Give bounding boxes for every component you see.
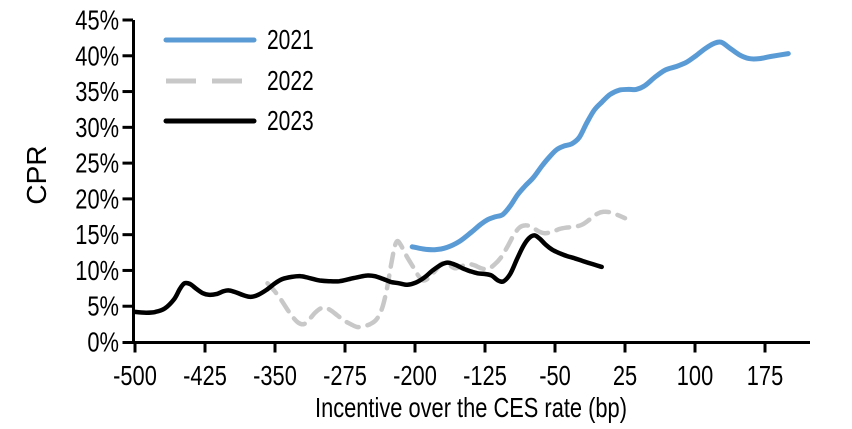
series-line-2022 (265, 209, 628, 330)
x-tick-label: 175 (747, 360, 783, 391)
legend-label-2023: 2023 (267, 105, 314, 137)
legend: 2021 2022 2023 (163, 20, 329, 142)
x-tick-label: 25 (613, 360, 637, 391)
legend-line-2022-icon (166, 78, 254, 84)
legend-item-2022: 2022 (163, 61, 329, 102)
y-tick-label: 30% (75, 112, 119, 143)
y-axis-title: CPR (21, 145, 52, 205)
x-tick-label: -50 (539, 360, 571, 391)
legend-label-2022: 2022 (267, 64, 314, 96)
y-tick-label: 10% (75, 255, 119, 286)
x-axis-title: Incentive over the CES rate (bp) (315, 392, 627, 423)
y-tick-label: 20% (75, 183, 119, 214)
y-tick-label: 25% (75, 148, 119, 179)
legend-label-2021: 2021 (267, 24, 314, 56)
legend-line-2023-icon (163, 118, 257, 124)
x-tick-label: -425 (183, 360, 227, 391)
legend-item-2021: 2021 (163, 20, 329, 61)
series-line-2023 (132, 233, 604, 315)
legend-item-2023: 2023 (163, 101, 329, 142)
y-tick-label: 5% (87, 291, 119, 322)
y-tick-label: 45% (75, 5, 119, 36)
x-tick-label: -275 (323, 360, 367, 391)
y-tick-label: 40% (75, 40, 119, 71)
x-tick-label: -200 (393, 360, 437, 391)
x-tick-label: -350 (253, 360, 297, 391)
y-tick-label: 35% (75, 76, 119, 107)
x-tick-label: 100 (677, 360, 713, 391)
x-tick-label: -500 (113, 360, 157, 391)
legend-line-2021-icon (163, 37, 257, 43)
y-tick-label: 15% (75, 219, 119, 250)
x-tick-label: -125 (463, 360, 507, 391)
y-tick-label: 0% (87, 327, 119, 358)
series-line-2021 (409, 39, 791, 253)
